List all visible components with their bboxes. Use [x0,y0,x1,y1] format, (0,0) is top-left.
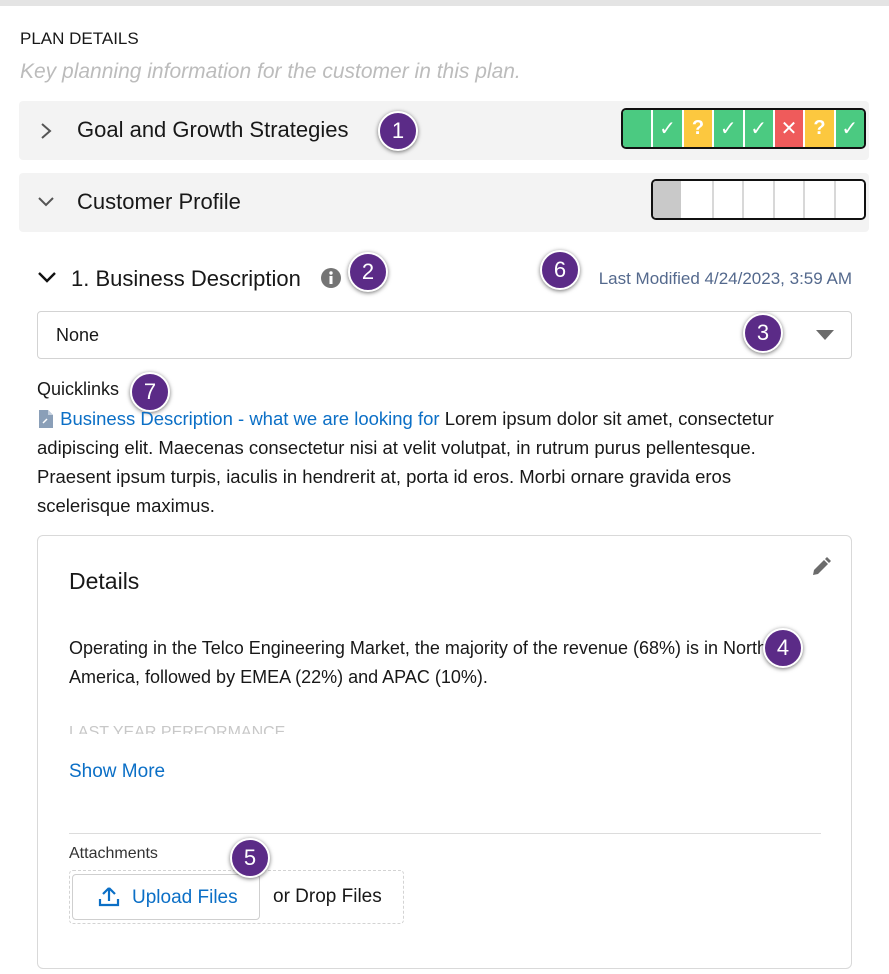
details-text: Operating in the Telco Engineering Marke… [69,638,768,687]
card-title: Details [69,568,140,594]
dropdown-arrow [816,330,834,340]
callout-badge: 7 [130,372,170,412]
details-card: Details Operating in the Telco Engineeri… [37,535,852,969]
faded-heading-text: LAST YEAR PERFORMANCE [69,725,286,734]
chevron-down [38,197,54,207]
callout-badge: 5 [230,838,270,878]
status-segment [653,181,684,218]
quicklinks-body: Lorem ipsum dolor sit amet, consectetur … [37,408,774,516]
upload-button-label: Upload Files [132,887,238,908]
status-segment [835,181,864,218]
show-more-link[interactable]: Show More [69,761,166,782]
edit-icon[interactable] [810,556,832,578]
section-heading: PLAN DETAILS [20,29,139,48]
callout-badge: 6 [540,250,580,290]
status-segment: ✓ [714,110,745,147]
status-segment: ✓ [835,110,864,147]
quicklinks-label: Quicklinks [37,379,120,399]
picklist[interactable]: None [37,311,852,359]
section-title: Goal and Growth Strategies [77,117,349,142]
divider [69,833,821,834]
chevron-down[interactable] [37,271,57,285]
attachments-label: Attachments [69,845,158,862]
drop-text: or Drop Files [273,886,382,907]
section-subtitle: Key planning information for the custome… [20,60,521,83]
doc-icon [39,410,53,428]
upload-button[interactable]: Upload Files [72,874,260,920]
status-segment [744,181,775,218]
top-bar [0,0,889,6]
status-segment [713,181,745,218]
section-title: Customer Profile [77,189,241,214]
chevron-right [41,123,52,139]
status-segment [774,181,806,218]
status-segment: ✓ [653,110,684,147]
quicklinks-text: Business Description - what we are looki… [37,404,827,520]
status-segment: ? [683,110,715,147]
status-bar [651,179,866,220]
status-segment [683,181,714,218]
picklist-value: None [56,325,100,345]
status-bar: ✓? ✓ ✓ ✕? ✓ [621,108,866,149]
callout-badge: 4 [763,628,803,668]
quicklink[interactable]: Business Description - what we are looki… [60,408,440,429]
upload-icon [98,887,120,907]
faded-heading: LAST YEAR PERFORMANCE [69,725,285,734]
accordion-section[interactable]: Goal and Growth Strategies ✓? ✓ ✓ ✕? ✓ [19,101,869,160]
status-segment: ✓ [744,110,775,147]
callout-badge: 2 [348,252,388,292]
field-title: 1. Business Description [71,266,301,291]
callout-badge: 3 [743,313,783,353]
drop-zone[interactable]: Upload Files or Drop Files [69,870,404,924]
last-modified: Last Modified 4/24/2023, 3:59 AM [598,269,852,288]
info-icon[interactable] [320,267,342,289]
status-segment: ? [805,110,836,147]
status-segment [623,110,654,147]
status-segment: ✕ [774,110,806,147]
callout-badge: 1 [378,111,418,151]
status-segment [805,181,836,218]
accordion-section[interactable]: Customer Profile [19,173,869,232]
